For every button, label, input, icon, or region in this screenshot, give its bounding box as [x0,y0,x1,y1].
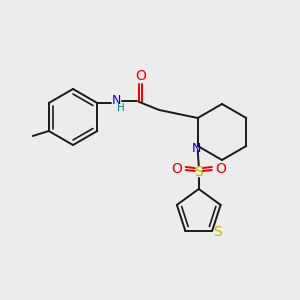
Text: O: O [135,69,146,83]
Text: S: S [213,225,222,238]
Text: O: O [215,162,226,176]
Text: N: N [192,142,201,154]
Text: H: H [117,103,125,113]
Text: N: N [112,94,121,106]
Text: S: S [194,165,203,179]
Text: O: O [171,162,182,176]
